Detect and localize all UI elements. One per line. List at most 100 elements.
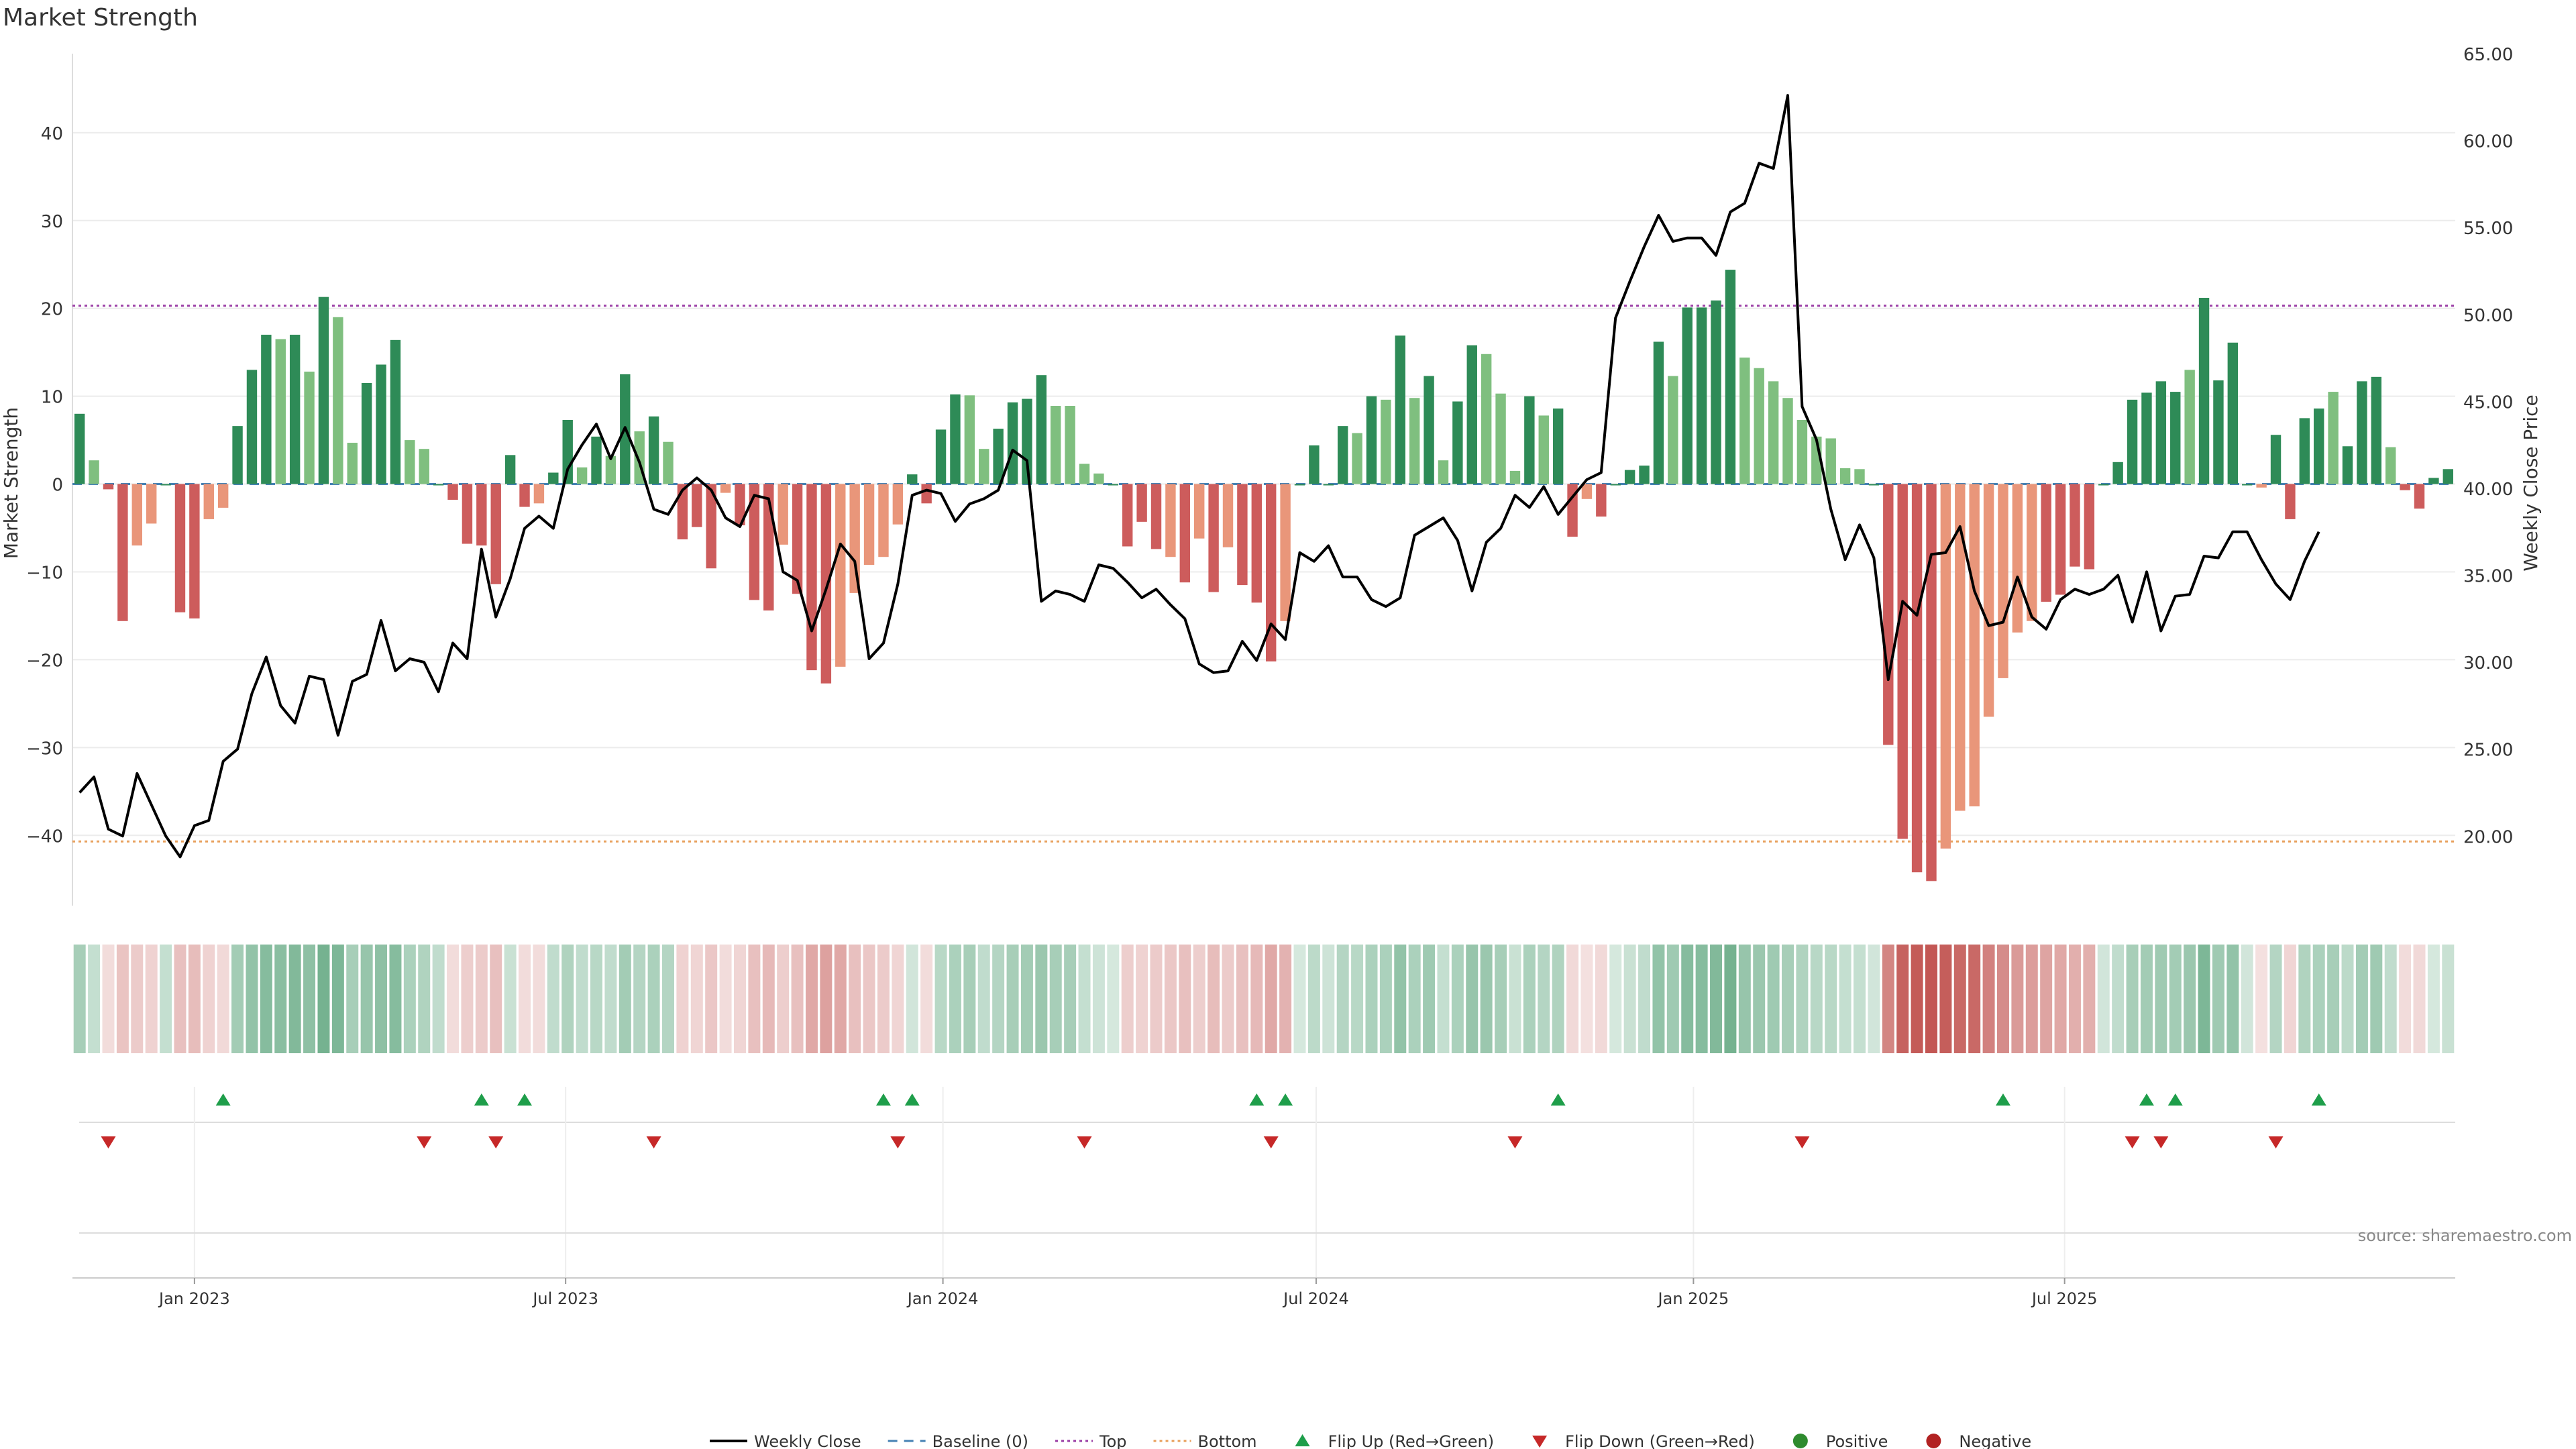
strength-bar [878,484,889,557]
heat-cell [2226,945,2239,1053]
heat-cell [375,945,388,1053]
legend-item-bottom: Bottom [1153,1432,1257,1449]
strength-bar [2328,392,2339,484]
strength-bar [1409,398,1420,484]
heat-cell [317,945,330,1053]
flip-markers [79,1093,2455,1148]
heat-cell [1107,945,1120,1053]
heat-cell [1738,945,1751,1053]
heat-cell [360,945,373,1053]
strength-bar [89,460,99,484]
strength-bar [2155,381,2167,484]
heat-cell [2198,945,2210,1053]
strength-bar [117,484,128,621]
heat-cell [1609,945,1622,1053]
heat-cell [116,945,129,1053]
heat-cell [906,945,918,1053]
legend-item-flip_up: Flip Up (Red→Green) [1295,1432,1494,1449]
strength-bar [849,484,860,593]
strength-bar [1065,406,1075,484]
heat-cell [1265,945,1277,1053]
strength-bar [1323,484,1334,486]
y-right-tick-label: 30.00 [2463,653,2513,674]
strength-bar [749,484,760,600]
strength-bar [1969,484,1980,807]
legend-item-negative: Negative [1926,1432,2031,1449]
strength-bar [2256,484,2267,488]
heat-cell [1566,945,1579,1053]
heat-cell [1466,945,1479,1053]
heat-cell [1437,945,1450,1053]
y-right-tick-label: 50.00 [2463,306,2513,326]
heat-cell [834,945,847,1053]
strength-bar [1696,307,1707,484]
heat-cell [1509,945,1521,1053]
heat-cell [2155,945,2167,1053]
strength-bar [820,484,832,684]
flip-down-marker [1794,1136,1810,1148]
strength-bar [2070,484,2080,567]
strength-bar [347,443,358,484]
strength-bar [735,484,745,526]
heat-cell [447,945,460,1053]
strength-bar [1309,445,1320,484]
heat-cell [102,945,115,1053]
strength-bar [275,339,286,484]
heat-cell [1293,945,1306,1053]
strength-bar [2428,478,2439,484]
strength-bar [720,484,731,493]
strength-bar [2055,484,2066,595]
strength-bar [1567,484,1578,537]
y-right-tick-label: 45.00 [2463,392,2513,413]
strength-bar [1136,484,1147,522]
heat-cell [288,945,301,1053]
heat-cell [734,945,746,1053]
legend-item-positive: Positive [1792,1432,1888,1449]
heat-cell [1208,945,1220,1053]
flip-down-marker [2268,1136,2284,1148]
flip-down-marker [2125,1136,2140,1148]
heat-cell [1035,945,1048,1053]
legend-swatch-flip-up [1295,1434,1310,1446]
strength-bar [490,484,501,584]
heat-cell [403,945,416,1053]
heat-cell [519,945,531,1053]
y-right-tick-label: 60.00 [2463,132,2513,152]
strength-bar [504,455,516,484]
y-right-tick-label: 40.00 [2463,480,2513,500]
strength-bar [304,371,315,484]
heat-cell [992,945,1005,1053]
flip-down-marker [2153,1136,2169,1148]
flip-up-marker [2139,1093,2154,1106]
strength-bar [2242,484,2253,486]
flip-down-marker [890,1136,906,1148]
heat-cell [1939,945,1952,1053]
heat-cell [461,945,474,1053]
strength-bar [979,449,989,484]
strength-bar [1926,484,1937,881]
y-right-tick-label: 25.00 [2463,741,2513,761]
heat-cell [934,945,947,1053]
reference-lines [72,305,2455,843]
strength-bar [1711,300,1721,484]
heat-cell [2068,945,2081,1053]
strength-bar [1682,307,1693,484]
heat-cell [1236,945,1248,1053]
x-tick-label: Jan 2023 [158,1289,230,1308]
y-left-tick-label: 10 [41,388,63,408]
heat-cell [2140,945,2153,1053]
strength-bar [462,484,473,544]
heat-cell [188,945,201,1053]
strength-bar [1552,408,1564,484]
strength-bar [419,449,429,484]
strength-bars [74,270,2454,881]
heat-cell [662,945,674,1053]
strength-bar [2314,408,2324,484]
heat-cell [260,945,272,1053]
flip-up-marker [1995,1093,2010,1106]
strength-bar [333,317,343,484]
strength-bar [361,382,372,484]
heat-cell [805,945,818,1053]
strength-bar [1022,398,1032,484]
